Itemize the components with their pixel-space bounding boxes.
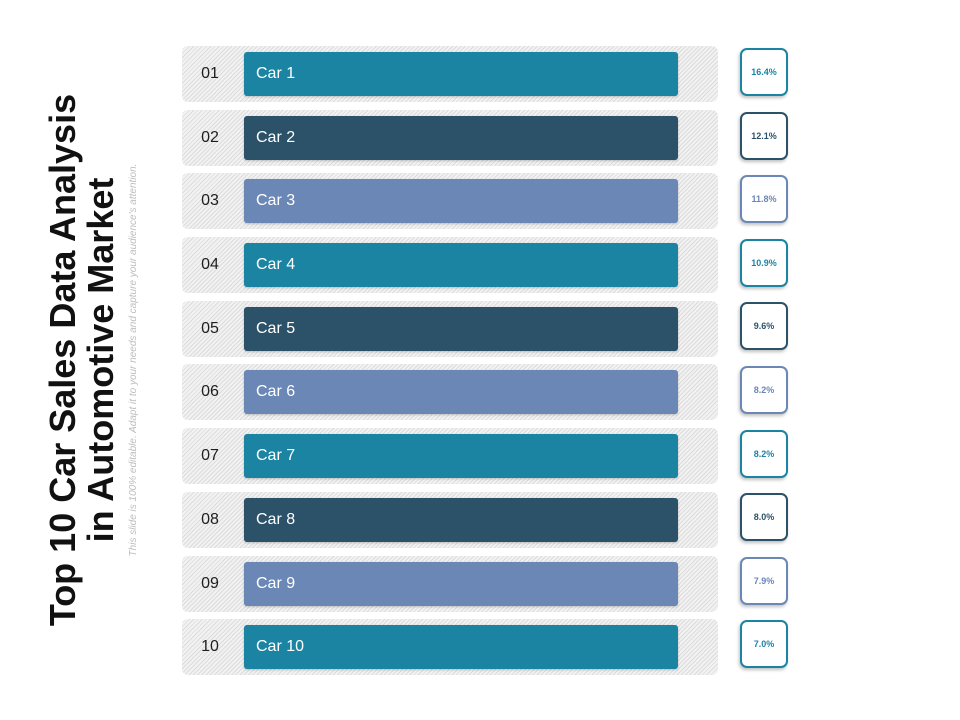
- row-number: 04: [201, 256, 219, 274]
- row-label: Car 9: [256, 574, 296, 592]
- rank-row: 07 Car 7: [182, 428, 722, 485]
- rank-row: 04 Car 4: [182, 237, 722, 294]
- row-number: 08: [201, 510, 219, 528]
- value-badge: 12.1%: [740, 111, 788, 160]
- row-number: 09: [201, 574, 219, 592]
- row-bar: Car 2: [244, 115, 678, 160]
- row-number: 03: [201, 192, 219, 210]
- slide-title: Top 10 Car Sales Data Analysis in Automo…: [42, 93, 121, 627]
- row-number: 07: [201, 447, 219, 465]
- row-number: 06: [201, 383, 219, 401]
- row-label: Car 8: [256, 510, 296, 528]
- row-label: Car 10: [256, 638, 305, 656]
- value-badge: 8.0%: [740, 493, 788, 542]
- title-rotated: Top 10 Car Sales Data Analysis in Automo…: [42, 80, 139, 640]
- rank-row: 08 Car 8: [182, 491, 722, 548]
- value-badge: 7.9%: [740, 556, 788, 605]
- row-number: 05: [201, 319, 219, 337]
- row-bar: Car 3: [244, 179, 678, 224]
- rank-list: 01 Car 1 02 Car 2 03 Car 3 04 Car 4 05 Car 5 06 Car…: [182, 46, 722, 683]
- row-label: Car 7: [256, 447, 296, 465]
- value-badge: 16.4%: [740, 48, 788, 96]
- row-label: Car 4: [256, 256, 296, 274]
- row-bar: Car 1: [244, 52, 678, 96]
- value-badge: 7.0%: [740, 620, 788, 669]
- value-badge: 8.2%: [740, 429, 788, 478]
- rank-row: 10 Car 10: [182, 619, 722, 676]
- row-label: Car 5: [256, 319, 296, 337]
- value-badge: 10.9%: [740, 238, 788, 287]
- value-badge: 11.8%: [740, 175, 788, 224]
- row-label: Car 3: [256, 192, 296, 210]
- row-bar: Car 8: [244, 497, 678, 542]
- row-bar: Car 4: [244, 243, 678, 288]
- rank-row: 05 Car 5: [182, 300, 722, 357]
- row-number: 10: [201, 638, 219, 656]
- rank-row: 06 Car 6: [182, 364, 722, 421]
- row-bar: Car 7: [244, 434, 678, 479]
- row-number: 02: [201, 128, 219, 146]
- row-label: Car 6: [256, 383, 296, 401]
- title-block: Top 10 Car Sales Data Analysis in Automo…: [0, 0, 160, 720]
- row-bar: Car 9: [244, 561, 678, 606]
- value-badge: 8.2%: [740, 365, 788, 414]
- row-bar: Car 5: [244, 306, 678, 351]
- row-bar: Car 10: [244, 625, 678, 670]
- slide-subtitle: This slide is 100% editable. Adapt it to…: [128, 163, 139, 557]
- rank-row: 01 Car 1: [182, 46, 722, 102]
- value-badges: 16.4% 12.1% 11.8% 10.9% 9.6% 8.2% 8.2% 8.0% 7.9%…: [740, 48, 792, 684]
- row-label: Car 2: [256, 128, 296, 146]
- rank-row: 02 Car 2: [182, 109, 722, 166]
- row-bar: Car 6: [244, 370, 678, 415]
- rank-row: 03 Car 3: [182, 173, 722, 230]
- row-number: 01: [201, 65, 219, 82]
- value-badge: 9.6%: [740, 302, 788, 351]
- row-label: Car 1: [256, 65, 296, 82]
- rank-row: 09 Car 9: [182, 555, 722, 612]
